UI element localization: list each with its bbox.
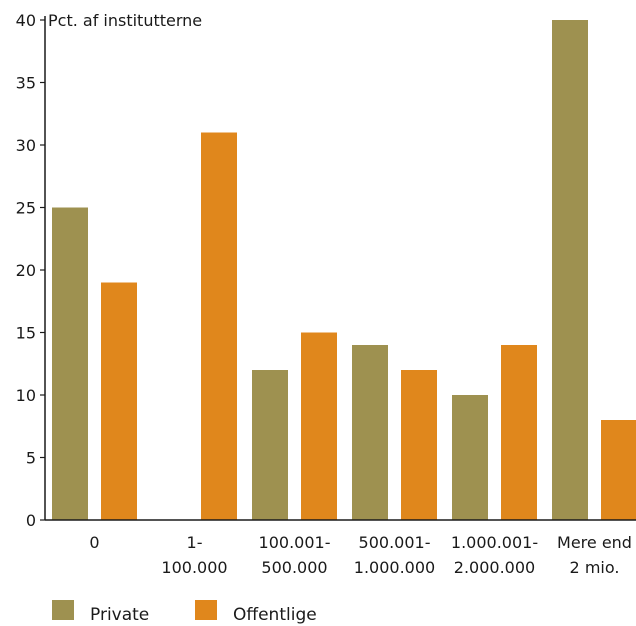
x-tick-label: Mere end 2 mio. (557, 533, 632, 577)
y-tick-label: 15 (16, 324, 36, 343)
y-axis: 0 5 10 15 20 25 30 35 40 (16, 11, 46, 530)
bar-offentlige-5 (601, 420, 636, 520)
y-tick-label: 30 (16, 136, 36, 155)
legend-label-private: Private (90, 605, 149, 625)
x-tick-label: 1.000.001-2.000.000 (451, 533, 538, 577)
x-axis: 0 1-100.000 100.001-500.000 500.001-1.000.0… (45, 519, 636, 577)
bar-private-5 (552, 20, 588, 520)
y-tick-label: 35 (16, 74, 36, 93)
bar-private-4 (452, 395, 488, 520)
x-tick-label: 1-100.000 (161, 533, 227, 577)
bar-private-3 (352, 345, 388, 520)
x-tick-label: 100.001-500.000 (259, 533, 331, 577)
y-tick-label: 20 (16, 261, 36, 280)
bar-offentlige-3 (401, 370, 437, 520)
bar-offentlige-1 (201, 132, 237, 520)
x-tick-label: 0 (89, 533, 99, 552)
legend-label-offentlige: Offentlige (233, 605, 317, 625)
bar-offentlige-2 (301, 332, 337, 520)
y-axis-label: Pct. af institutterne (48, 11, 202, 30)
legend: Private Offentlige (52, 600, 317, 625)
y-tick-label: 5 (26, 449, 36, 468)
y-tick-label: 40 (16, 11, 36, 30)
bars (52, 20, 636, 520)
bar-offentlige-0 (101, 282, 137, 520)
bar-private-0 (52, 207, 88, 520)
bar-offentlige-4 (501, 345, 537, 520)
y-tick-label: 0 (26, 511, 36, 530)
y-tick-label: 10 (16, 386, 36, 405)
legend-swatch-offentlige (195, 600, 217, 620)
x-tick-label: 500.001-1.000.000 (354, 533, 435, 577)
bar-private-2 (252, 370, 288, 520)
legend-swatch-private (52, 600, 74, 620)
y-tick-label: 25 (16, 199, 36, 218)
